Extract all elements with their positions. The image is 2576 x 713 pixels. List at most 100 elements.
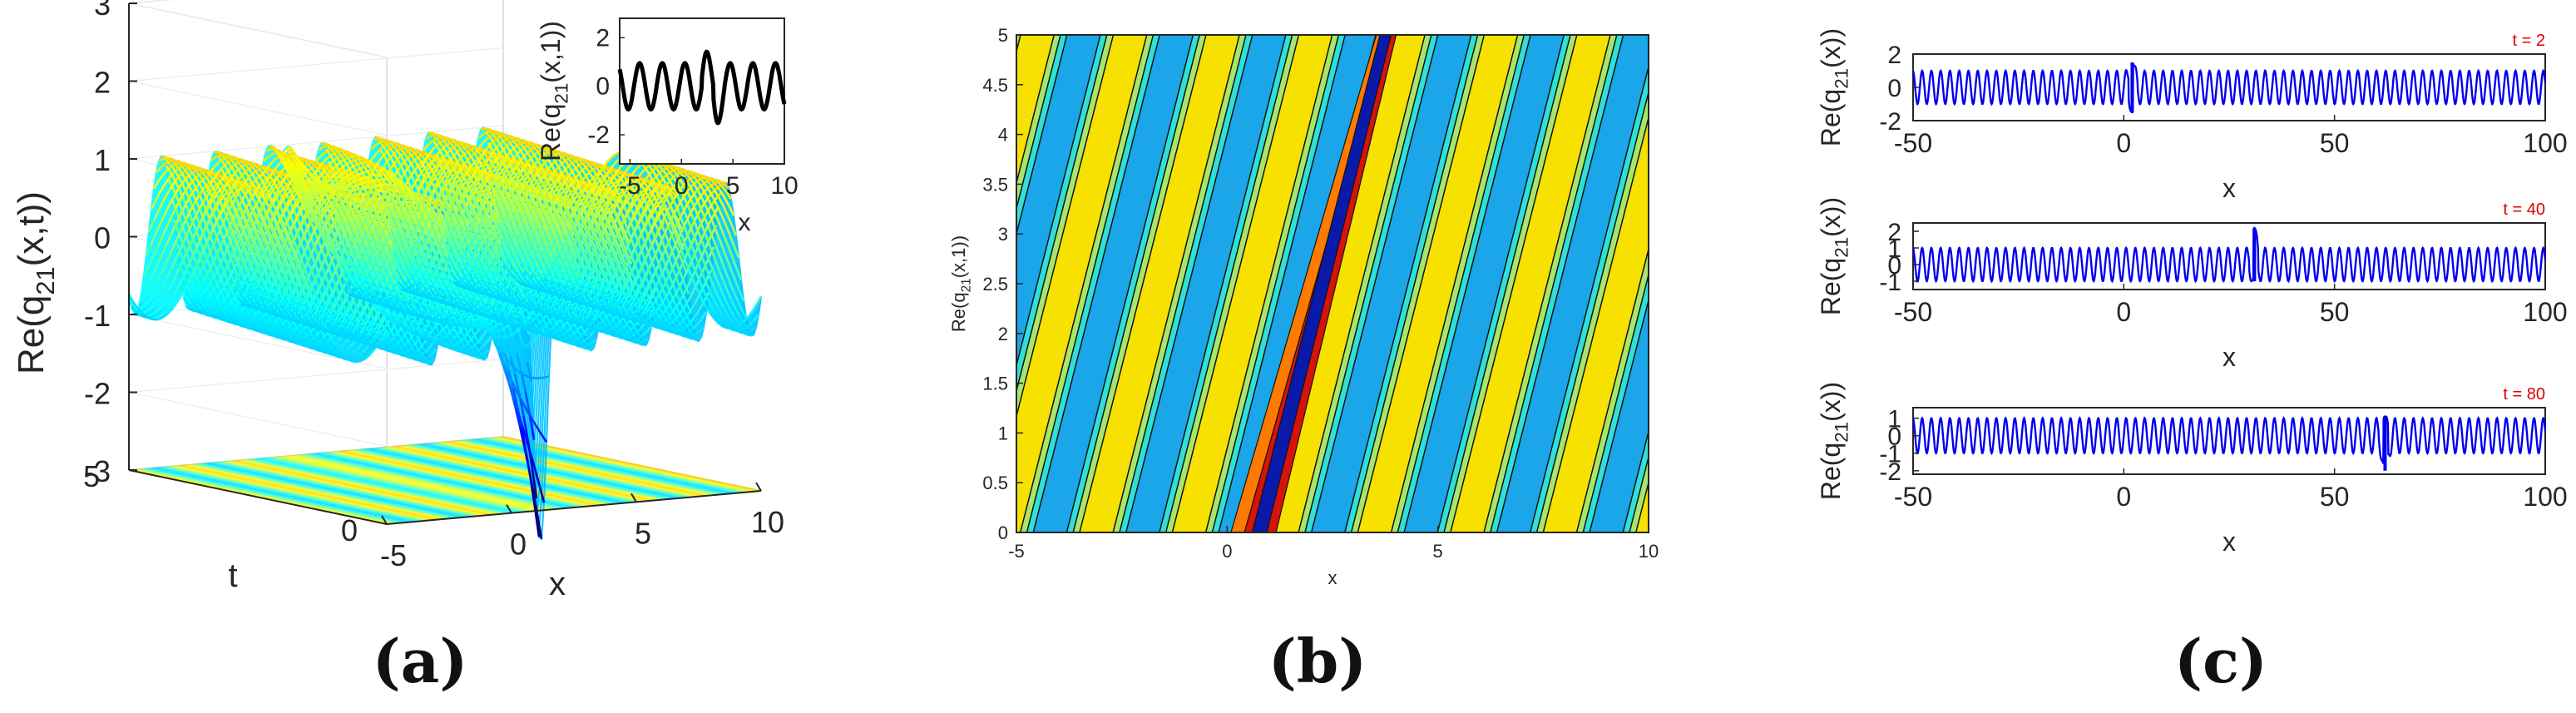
surface-segment [163,178,170,186]
surface-segment [309,323,314,327]
surface-segment [290,315,296,320]
surface-segment [182,296,190,305]
surface-segment [218,172,224,177]
surface-segment [276,336,281,339]
surface-segment [260,322,266,328]
surface-segment [166,233,173,245]
surface-segment [207,278,214,287]
surface-segment [455,349,461,353]
surface-segment [193,165,200,171]
surface-segment [298,321,304,324]
surface-segment [221,295,228,303]
surface-segment [315,329,322,337]
surface-segment [335,354,341,359]
surface-segment [200,312,205,315]
surface-segment [209,289,216,297]
surface-segment [170,197,177,210]
surface-segment [181,241,188,255]
surface-segment [390,349,396,353]
surface-segment [257,275,264,285]
surface-segment [366,219,372,223]
surface-segment [462,324,468,328]
surface-segment [321,349,327,353]
surface-segment [145,245,152,255]
surface-segment [431,348,438,355]
surface-segment [506,334,512,339]
surface-segment [321,332,328,339]
surface-segment [419,358,424,362]
surface-segment [349,321,356,328]
surface-segment [176,173,182,182]
surface-segment [382,343,388,348]
surface-segment [248,212,255,224]
surface-segment [289,339,294,344]
surface-segment [241,314,248,319]
surface-segment [191,253,199,265]
surface-segment [190,291,197,300]
surface-segment [397,338,403,344]
surface-segment [394,329,402,337]
surface-segment [185,220,192,232]
surface-segment [185,253,192,265]
surface-segment [366,339,372,344]
surface-segment [276,324,283,330]
surface-segment [161,170,168,176]
surface-segment [294,341,300,345]
surface-segment [202,191,210,201]
surface-segment [356,359,362,364]
surface-segment [202,240,209,251]
surface-segment [196,304,203,309]
surface-segment [197,250,205,260]
surface-segment [250,172,257,181]
surface-segment [225,242,231,253]
surface-segment [328,351,333,354]
surface-segment [192,306,198,310]
surface-segment [385,314,391,318]
surface-segment [339,334,344,338]
surface-segment [148,315,154,319]
surface-segment [146,290,153,298]
surface-segment [205,265,212,276]
surface-segment [194,176,200,185]
surface-segment [199,291,205,299]
surface-segment [255,325,262,329]
surface-segment [175,296,182,305]
surface-segment [280,319,287,326]
surface-segment [463,349,469,353]
surface-segment [152,181,160,190]
surface-segment [231,292,239,300]
surface-segment [227,295,234,305]
surface-segment [151,282,157,291]
surface-segment [187,302,194,309]
surface-segment [161,243,169,254]
surface-segment [380,336,387,343]
surface-segment [409,344,416,353]
surface-segment [233,223,240,235]
surface-segment [178,189,185,200]
surface-segment [354,315,360,323]
surface-segment [386,349,392,353]
surface-segment [282,338,288,341]
surface-segment [303,341,309,345]
surface-segment [469,351,475,355]
surface-segment [234,302,240,309]
surface-segment [213,305,220,312]
surface-segment [487,329,492,333]
surface-segment [413,339,420,346]
surface-segment [140,308,146,313]
surface-segment [203,306,209,312]
surface-segment [256,173,264,182]
surface-segment [173,285,180,295]
surface-segment [452,324,457,327]
surface-segment [131,305,137,313]
surface-segment [350,339,357,347]
surface-segment [235,310,242,317]
surface-segment [307,339,314,344]
surface-segment [223,305,230,311]
surface-segment [156,203,163,214]
surface-segment [211,187,218,197]
surface-segment [209,208,215,219]
surface-segment [249,179,255,189]
surface-segment [185,165,192,171]
surface-segment [376,339,382,345]
